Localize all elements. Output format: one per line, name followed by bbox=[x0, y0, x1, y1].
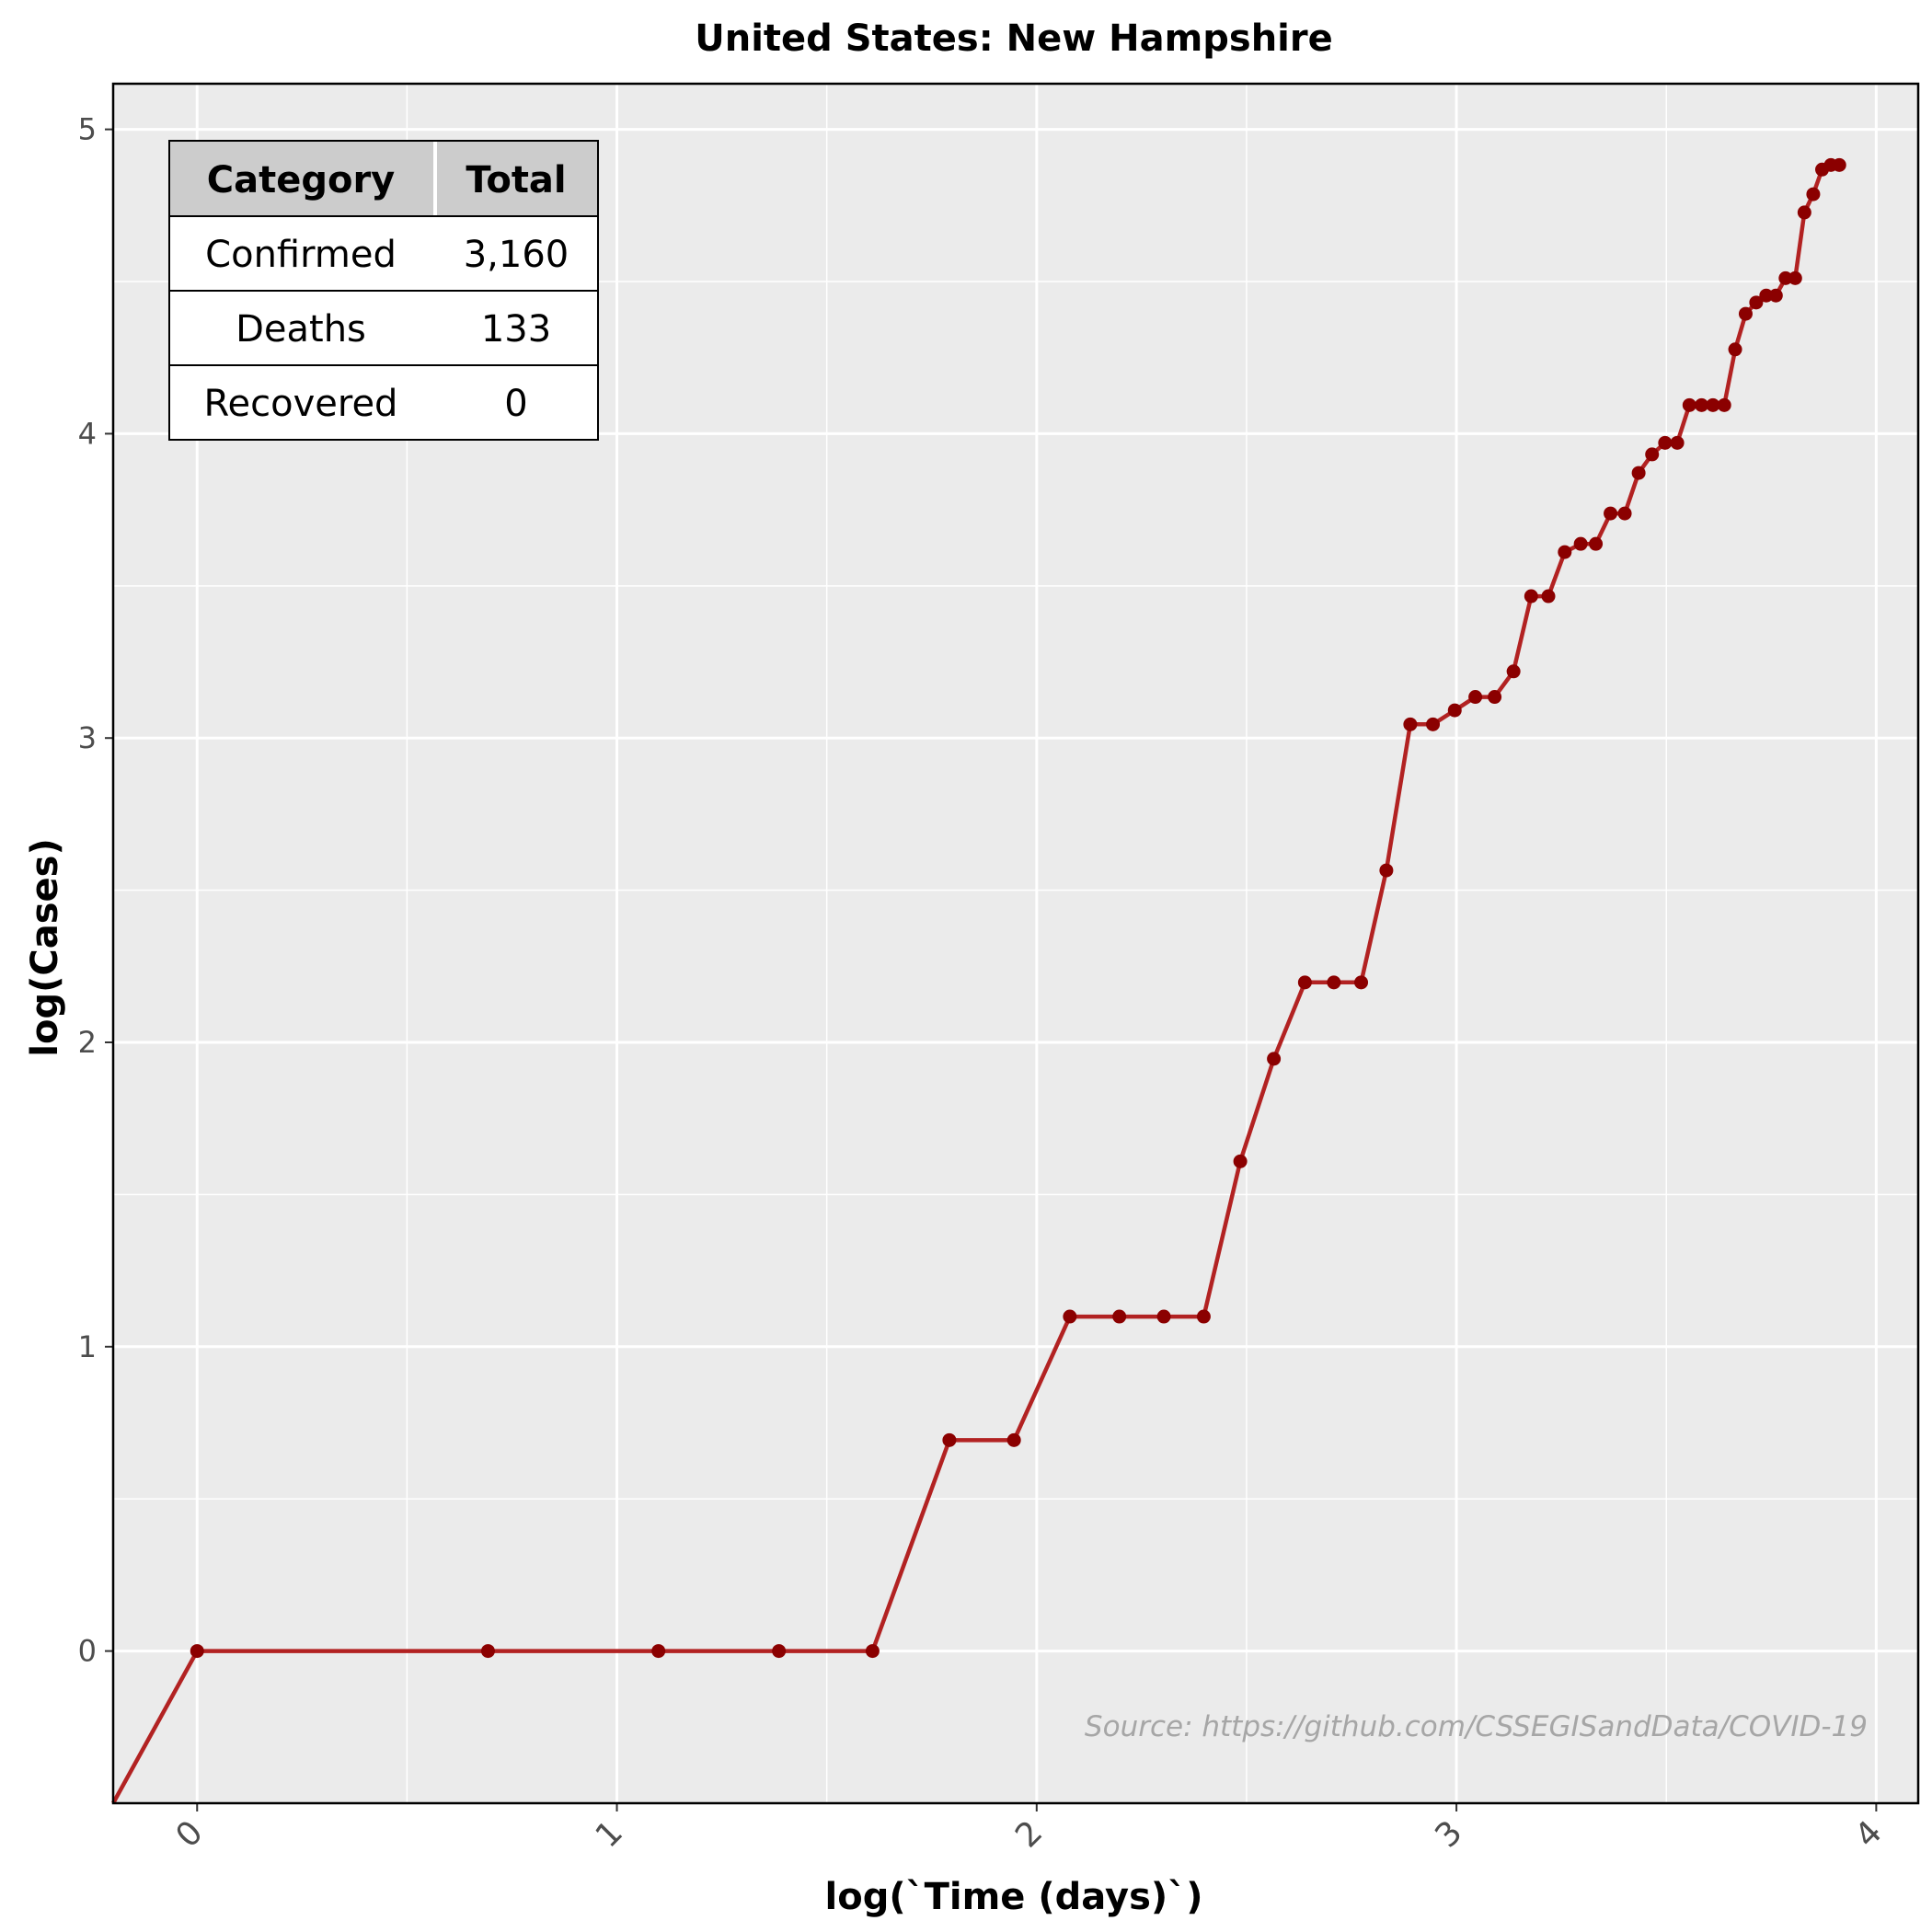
data-point bbox=[1233, 1154, 1248, 1168]
data-point bbox=[190, 1644, 204, 1659]
x-tick-label: 3 bbox=[1428, 1813, 1469, 1855]
data-point bbox=[1573, 536, 1588, 551]
x-tick-label: 2 bbox=[1008, 1813, 1050, 1855]
x-tick-label: 4 bbox=[1848, 1813, 1890, 1855]
data-point bbox=[1658, 435, 1673, 450]
data-point bbox=[1354, 975, 1369, 990]
data-point bbox=[1589, 536, 1604, 551]
data-point bbox=[772, 1644, 787, 1659]
data-point bbox=[1778, 270, 1793, 285]
data-point bbox=[1788, 270, 1802, 285]
table-cell-total: 0 bbox=[504, 383, 527, 425]
y-axis-label: log(Cases) bbox=[24, 838, 66, 1056]
series-points-group bbox=[190, 157, 1846, 1659]
data-point bbox=[1631, 466, 1646, 480]
data-point bbox=[1196, 1309, 1211, 1324]
table-border bbox=[168, 140, 599, 441]
data-point bbox=[1426, 717, 1441, 731]
x-tick-label: 0 bbox=[169, 1813, 211, 1855]
data-point bbox=[1403, 717, 1418, 731]
y-tick-label: 0 bbox=[78, 1634, 97, 1669]
source-annotation: Source: https://github.com/CSSEGISandDat… bbox=[1085, 1710, 1868, 1743]
table-header-category: Category bbox=[207, 159, 396, 201]
data-point bbox=[1379, 863, 1394, 878]
y-tick-label: 3 bbox=[78, 720, 97, 755]
data-point bbox=[1524, 589, 1538, 604]
data-point bbox=[1759, 288, 1774, 303]
x-tick-label: 1 bbox=[589, 1813, 630, 1855]
data-point bbox=[480, 1644, 495, 1659]
y-tick-label: 2 bbox=[78, 1025, 97, 1060]
table-cell-category: Deaths bbox=[236, 308, 366, 351]
data-point bbox=[1327, 975, 1341, 990]
table-body-bg bbox=[169, 216, 598, 440]
data-point bbox=[1768, 288, 1783, 303]
table-cell-total: 133 bbox=[481, 308, 551, 351]
data-point bbox=[1468, 690, 1483, 705]
table-cell-category: Recovered bbox=[204, 383, 398, 425]
data-point bbox=[1728, 342, 1742, 357]
data-point bbox=[1112, 1309, 1127, 1324]
data-point bbox=[1297, 975, 1312, 990]
data-point bbox=[1506, 664, 1521, 679]
data-point bbox=[1006, 1432, 1021, 1447]
x-axis-label: log(`Time (days)`) bbox=[825, 1876, 1203, 1918]
data-point bbox=[1617, 506, 1632, 521]
data-point bbox=[1717, 397, 1731, 412]
data-point bbox=[1156, 1309, 1171, 1324]
grid-lines bbox=[113, 84, 1918, 1804]
data-point bbox=[1670, 435, 1685, 450]
table-cell-total: 3,160 bbox=[464, 234, 569, 276]
data-point bbox=[1832, 157, 1846, 172]
data-point bbox=[1488, 690, 1502, 705]
data-point bbox=[1749, 295, 1764, 310]
data-point bbox=[1706, 397, 1720, 412]
data-point bbox=[865, 1644, 880, 1659]
table-cell-category: Confirmed bbox=[205, 234, 397, 276]
data-point bbox=[1447, 703, 1462, 718]
data-point bbox=[1738, 306, 1753, 321]
data-point bbox=[1695, 397, 1709, 412]
data-point bbox=[1063, 1309, 1077, 1324]
table-header-bg bbox=[169, 141, 598, 216]
table-header-total: Total bbox=[466, 159, 566, 201]
y-tick-label: 1 bbox=[78, 1329, 97, 1364]
y-tick-label: 4 bbox=[78, 416, 97, 451]
data-point bbox=[651, 1644, 666, 1659]
data-point bbox=[1645, 447, 1660, 462]
summary-table: Category Total Confirmed 3,160 Deaths 13… bbox=[168, 140, 599, 441]
panel-border bbox=[111, 82, 1920, 1805]
chart-title: United States: New Hampshire bbox=[695, 17, 1333, 60]
data-point bbox=[1558, 545, 1572, 559]
data-point bbox=[1267, 1052, 1282, 1066]
data-point bbox=[1806, 187, 1821, 201]
data-point bbox=[1604, 506, 1618, 521]
data-point bbox=[942, 1432, 957, 1447]
data-point bbox=[1682, 397, 1696, 412]
data-point bbox=[1541, 589, 1556, 604]
data-point bbox=[1797, 205, 1811, 220]
y-tick-label: 5 bbox=[78, 112, 97, 147]
